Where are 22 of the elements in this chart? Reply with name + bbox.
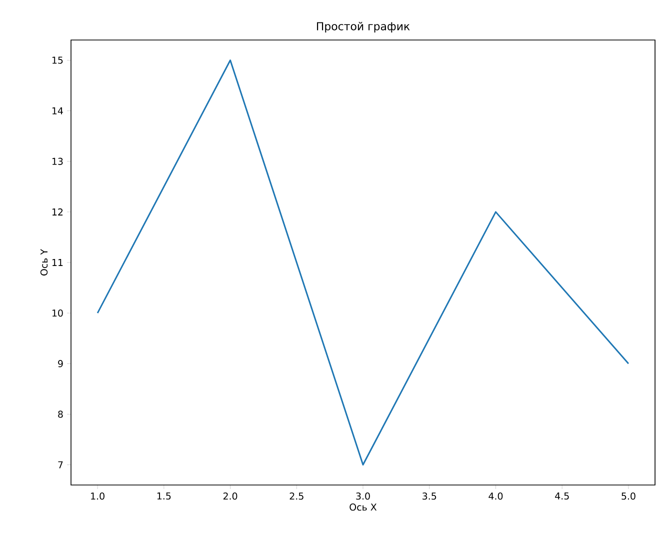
line-series <box>96 59 630 466</box>
x-tick-label: 3.5 <box>422 492 436 500</box>
x-tick-label: 1.0 <box>91 492 104 500</box>
x-tick-label: 5.0 <box>622 492 636 500</box>
x-tick-label: 4.0 <box>488 492 503 500</box>
x-tick-label: 2.5 <box>290 492 304 500</box>
x-tick-label: 3.0 <box>356 492 370 500</box>
y-tick-label: 11 <box>52 259 63 266</box>
y-tick-label: 7 <box>58 461 63 468</box>
x-tick-label: 1.5 <box>157 492 171 500</box>
x-tick-label: 2.0 <box>223 492 238 500</box>
y-axis-title: Ось Y <box>40 248 48 276</box>
y-tick-label: 13 <box>52 158 63 165</box>
y-tick-label: 14 <box>52 107 63 114</box>
x-axis-title: Ось X <box>350 504 377 511</box>
chart-title: Простой график <box>317 22 410 33</box>
y-tick-label: 12 <box>52 208 63 216</box>
x-tick-label: 4.5 <box>555 492 569 500</box>
y-tick-label: 10 <box>52 309 63 317</box>
y-tick-label: 9 <box>58 360 63 368</box>
y-tick-label: 8 <box>58 410 63 418</box>
y-tick-label: 15 <box>52 56 63 64</box>
